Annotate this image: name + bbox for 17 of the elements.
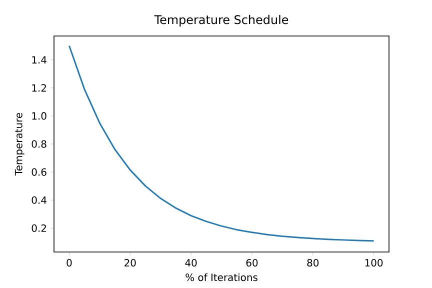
line-series	[68, 45, 375, 242]
x-tick-label: 0	[66, 259, 72, 267]
y-tick-label: 1.0	[32, 112, 46, 120]
chart-title: Temperature Schedule	[154, 14, 288, 26]
y-tick-label: 0.6	[32, 168, 46, 176]
x-tick-label: 60	[246, 259, 258, 267]
y-tick-label: 0.2	[32, 224, 46, 232]
x-axis-title: % of Iterations	[186, 273, 258, 282]
x-tick-label: 100	[365, 259, 383, 267]
x-tick-label: 80	[307, 259, 319, 267]
y-tick-label: 0.4	[32, 196, 46, 204]
y-tick-label: 0.8	[32, 140, 46, 148]
x-tick-label: 40	[185, 259, 197, 267]
x-tick-label: 20	[124, 259, 136, 267]
y-tick-label: 1.2	[32, 84, 46, 92]
y-axis-title: Temperature	[14, 112, 24, 176]
y-tick-label: 1.4	[32, 56, 46, 64]
